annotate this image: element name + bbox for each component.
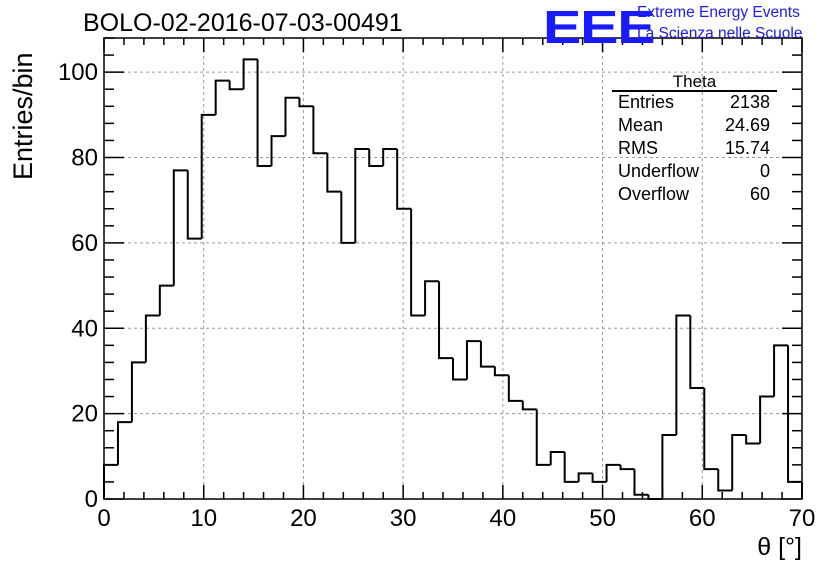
histogram-bin	[158, 284, 174, 316]
histogram-bin	[242, 58, 258, 90]
histogram-bin	[172, 169, 188, 286]
histogram-bin	[465, 340, 481, 380]
tick-labels: 0 10 20 30 40 50 60 70 0 20 40 60 80 100	[58, 59, 815, 532]
y-tick-label: 20	[71, 401, 98, 428]
histogram-bin	[438, 281, 453, 360]
histogram-bin	[577, 472, 593, 482]
histogram-bin	[619, 464, 635, 471]
stats-row-underflow: Underflow 0	[618, 161, 770, 182]
y-tick-label: 60	[71, 230, 98, 257]
histogram-bin	[424, 280, 440, 316]
x-tick-label: 70	[789, 505, 816, 532]
histogram-bin	[270, 135, 286, 167]
x-tick-label: 30	[390, 505, 417, 532]
stats-value: 60	[749, 184, 770, 204]
stats-value: 2138	[729, 92, 770, 112]
stats-value: 0	[759, 161, 770, 181]
histogram-bin	[493, 366, 509, 377]
histogram-bin	[535, 409, 551, 466]
histogram-bin	[256, 59, 272, 168]
x-tick-label: 60	[689, 505, 716, 532]
x-tick-label: 20	[290, 505, 317, 532]
stats-row-overflow: Overflow 60	[618, 184, 770, 205]
histogram-bin	[382, 147, 398, 167]
stats-row-mean: Mean 24.69	[618, 115, 770, 136]
y-tick-label: 40	[71, 315, 98, 342]
histogram-bin	[591, 473, 607, 483]
stats-value: 24.69	[724, 115, 770, 135]
histogram-bin	[717, 469, 733, 492]
histogram-bin	[507, 375, 523, 402]
x-tick-label: 50	[589, 505, 616, 532]
grid	[104, 38, 802, 499]
stats-label: Underflow	[618, 161, 700, 181]
histogram-bin	[549, 451, 565, 465]
histogram-bin	[284, 96, 300, 137]
histogram-bin	[312, 106, 328, 155]
histogram-bin	[410, 208, 426, 317]
histogram-bin	[452, 358, 467, 381]
y-tick-label: 0	[85, 486, 98, 513]
histogram-bin	[633, 469, 649, 496]
histogram-bin	[661, 433, 677, 499]
y-tick-label: 100	[58, 59, 98, 86]
stats-label: Mean	[618, 115, 664, 135]
y-tick-label: 80	[71, 145, 98, 172]
stats-row-rms: RMS 15.74	[618, 138, 770, 159]
histogram-bin	[605, 463, 621, 482]
histogram-bin	[563, 452, 579, 483]
histogram-bin	[396, 148, 412, 210]
x-tick-label: 40	[490, 505, 517, 532]
stats-label: Entries	[618, 92, 675, 112]
y-axis-label: Entries/bin	[8, 52, 38, 180]
histogram-bin	[675, 314, 691, 435]
stats-label: Overflow	[618, 184, 690, 204]
histogram-bin	[521, 400, 537, 411]
histogram-bin	[479, 341, 495, 368]
histogram-series	[103, 58, 803, 500]
histogram-bin	[731, 433, 747, 491]
histogram-bin	[130, 361, 146, 423]
histogram-bin	[773, 344, 789, 397]
stats-divider	[612, 90, 777, 92]
histogram-bin	[144, 314, 160, 363]
eee-logo-mark: EEE	[543, 1, 656, 53]
histogram-bin	[116, 421, 132, 465]
plot-frame	[103, 37, 803, 500]
stats-title: Theta	[672, 72, 717, 91]
histogram-bin	[759, 395, 775, 444]
histogram-bin	[200, 113, 216, 239]
stats-value: 15.74	[724, 138, 770, 158]
histogram-bin	[186, 170, 202, 240]
histogram-bin	[745, 434, 761, 445]
histogram-bin	[228, 80, 244, 91]
chart-title: BOLO-02-2016-07-03-00491	[83, 9, 403, 37]
logo-line-2: La Scienza nelle Scuole	[637, 25, 803, 42]
histogram-bin	[214, 79, 230, 115]
x-tick-label: 10	[190, 505, 217, 532]
histogram-bin	[354, 147, 370, 243]
x-axis-label: θ [°]	[757, 533, 802, 561]
axis-ticks	[103, 37, 803, 500]
histogram-bin	[368, 148, 384, 168]
stats-label: RMS	[618, 138, 658, 158]
stats-row-entries: Entries 2138	[618, 92, 770, 113]
logo-line-1: Extreme Energy Events	[637, 4, 800, 21]
histogram-bin	[340, 191, 356, 244]
histogram-bin	[326, 153, 342, 193]
x-tick-label: 0	[97, 505, 110, 532]
histogram-bin	[298, 97, 314, 108]
histogram-bin	[689, 315, 705, 390]
histogram-bin	[703, 388, 719, 471]
